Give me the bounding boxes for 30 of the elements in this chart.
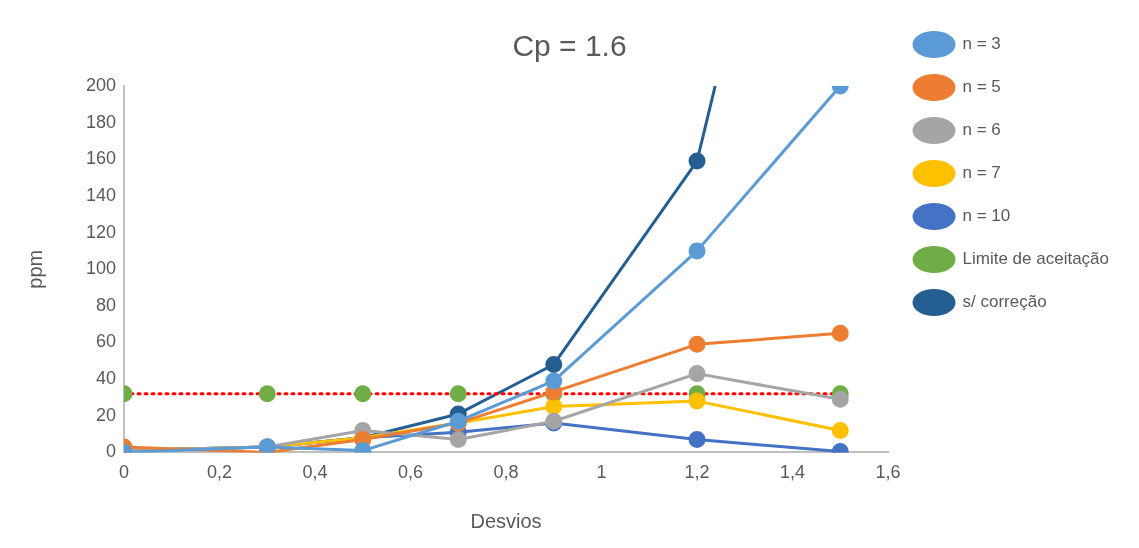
y-tick-label: 100 (85, 258, 117, 279)
x-tick-label: 0,6 (398, 462, 424, 483)
y-tick-label: 160 (85, 148, 117, 169)
x-tick-label: 1,2 (684, 462, 710, 483)
legend-label: n = 3 (962, 34, 1001, 54)
y-tick-label: 120 (85, 221, 117, 242)
y-tick-label: 60 (96, 331, 117, 352)
x-tick-label: 1,4 (780, 462, 806, 483)
y-tick-label: 20 (96, 404, 117, 425)
legend-label: n = 10 (962, 206, 1011, 226)
y-tick-label: 80 (96, 294, 117, 315)
y-tick-label: 0 (106, 441, 117, 462)
y-tick-label: 140 (85, 184, 117, 205)
x-axis-title: Desvios (470, 509, 542, 532)
legend-label: n = 5 (962, 77, 1001, 97)
x-tick-label: 1 (596, 462, 607, 483)
y-tick-label: 200 (85, 74, 117, 95)
x-tick-label: 0,4 (302, 462, 328, 483)
y-tick-label: 180 (85, 111, 117, 132)
y-tick-label: 40 (96, 368, 117, 389)
y-axis-title: ppm (23, 249, 46, 289)
legend-label: s/ correção (962, 292, 1047, 312)
x-tick-label: 1,6 (875, 462, 901, 483)
chart-title: Cp = 1.6 (512, 29, 627, 63)
x-tick-label: 0 (119, 462, 130, 483)
legend-label: n = 7 (962, 163, 1001, 183)
x-tick-label: 0,2 (207, 462, 233, 483)
x-tick-label: 0,8 (493, 462, 519, 483)
legend-label: Limite de aceitação (962, 249, 1110, 269)
legend-label: n = 6 (962, 120, 1001, 140)
